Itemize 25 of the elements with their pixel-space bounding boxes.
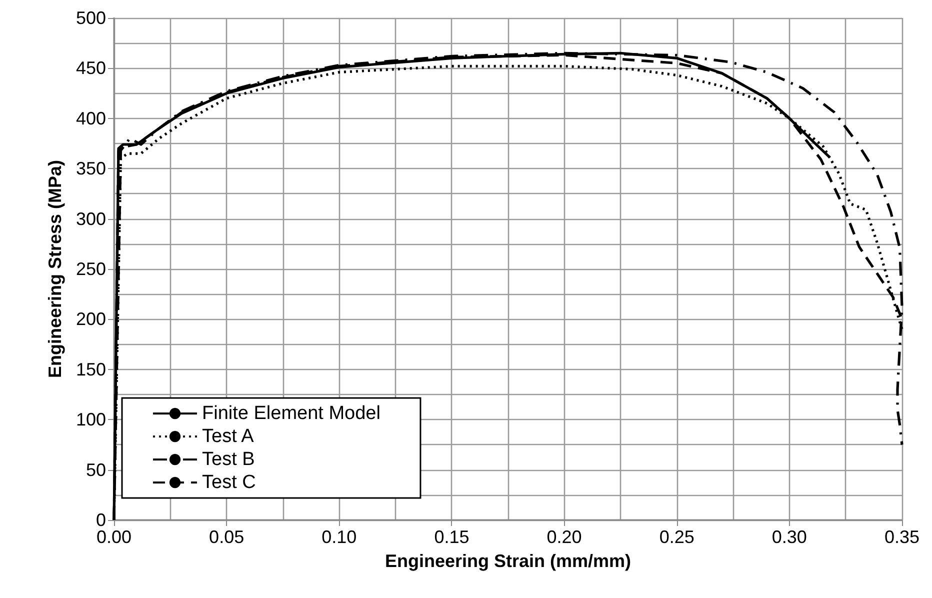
x-axis-title: Engineering Strain (mm/mm) (384, 551, 632, 571)
y-tick-label: 500 (76, 8, 106, 28)
y-tick-label: 0 (96, 510, 106, 530)
y-tick-label: 100 (76, 410, 106, 430)
y-tick-label: 250 (76, 259, 106, 279)
x-tick-label: 0.20 (546, 527, 582, 547)
x-tick-label: 0.25 (659, 527, 694, 547)
y-tick-label: 300 (76, 208, 106, 229)
x-tick-label: 0.00 (96, 527, 132, 547)
legend-label: Test A (202, 426, 254, 447)
y-tick-label: 150 (76, 359, 106, 380)
x-tick-label: 0.35 (884, 527, 920, 547)
y-tick-label: 350 (76, 158, 106, 179)
y-tick-label: 450 (76, 58, 106, 78)
y-tick-label: 400 (76, 108, 106, 128)
x-tick-label: 0.05 (209, 527, 244, 547)
legend-label: Test C (202, 472, 256, 493)
x-tick-label: 0.10 (322, 527, 357, 547)
y-tick-label: 50 (86, 460, 106, 480)
y-tick-label: 200 (76, 309, 106, 330)
legend-label: Test B (202, 449, 255, 470)
x-tick-label: 0.15 (434, 527, 470, 547)
x-tick-label: 0.30 (772, 527, 807, 547)
legend-label: Finite Element Model (202, 403, 380, 424)
y-axis-title: Engineering Stress (MPa) (45, 160, 65, 378)
